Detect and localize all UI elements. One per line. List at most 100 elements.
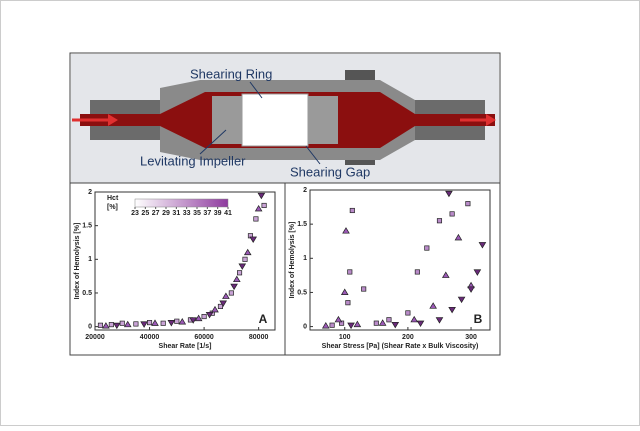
- shearing-ring: [241, 93, 309, 147]
- pointer: [249, 81, 263, 99]
- y-tick-label: 2: [88, 189, 92, 196]
- data-point: [334, 315, 343, 323]
- colorbar-tick-label: 35: [193, 210, 201, 217]
- data-point: [146, 320, 153, 326]
- colorbar-tick-label: 33: [183, 210, 191, 217]
- colorbar-title: Hct: [107, 195, 119, 202]
- panel-letter: B: [474, 312, 483, 326]
- label-shearing-gap: Shearing Gap: [290, 164, 370, 179]
- data-point: [140, 321, 148, 328]
- label-shearing-ring: Shearing Ring: [190, 66, 272, 81]
- outflow-arrowhead: [486, 114, 496, 126]
- x-axis-title: Shear Rate [1/s]: [159, 343, 212, 350]
- data-point: [211, 305, 219, 313]
- y-tick-label: 2: [303, 187, 307, 194]
- data-point: [228, 290, 234, 296]
- data-point: [205, 311, 214, 319]
- colorbar-tick-label: 37: [203, 210, 211, 217]
- data-point: [257, 192, 266, 200]
- data-point: [160, 320, 166, 326]
- data-point: [391, 321, 400, 329]
- data-point: [478, 242, 487, 249]
- data-point: [201, 313, 207, 320]
- colorbar-tick-label: 29: [162, 210, 170, 217]
- data-point: [416, 320, 425, 328]
- data-point: [429, 302, 437, 309]
- data-point: [178, 318, 187, 325]
- colorbar: [134, 198, 229, 208]
- data-point: [436, 218, 443, 224]
- colorbar-tick-label: 27: [152, 210, 160, 217]
- data-point: [217, 303, 224, 309]
- y-tick-label: 1: [303, 255, 307, 262]
- data-point: [254, 204, 263, 212]
- data-point: [97, 322, 104, 328]
- y-tick-label: 0: [303, 323, 307, 330]
- data-point: [113, 322, 121, 330]
- data-point: [445, 190, 453, 198]
- data-point: [238, 263, 247, 270]
- colorbar-tick-label: 41: [224, 210, 232, 217]
- y-tick-label: 1.5: [82, 223, 92, 230]
- label-impeller: Levitating Impeller: [140, 153, 246, 168]
- data-point: [353, 320, 362, 328]
- x-tick-label: 60000: [194, 334, 214, 341]
- data-point: [189, 317, 197, 324]
- data-point: [219, 300, 227, 307]
- data-point: [361, 286, 367, 292]
- x-tick-label: 20000: [85, 334, 105, 341]
- x-tick-label: 100: [339, 334, 351, 341]
- x-tick-label: 80000: [249, 334, 269, 341]
- data-point: [347, 269, 353, 275]
- data-point: [243, 248, 252, 256]
- inflow-arrowhead: [108, 114, 118, 126]
- data-point: [233, 275, 241, 283]
- data-point: [108, 322, 114, 328]
- device-diagram: Shearing Ring Levitating Impeller Sheari…: [71, 54, 499, 183]
- data-point: [373, 320, 379, 326]
- data-point: [435, 317, 444, 324]
- data-point: [102, 322, 110, 329]
- x-tick-label: 200: [402, 334, 414, 341]
- pointer: [305, 145, 321, 165]
- y-tick-label: 1: [88, 256, 92, 263]
- data-point: [222, 292, 230, 299]
- data-point: [194, 314, 203, 322]
- data-point: [405, 310, 411, 316]
- data-point: [167, 320, 176, 327]
- x-tick-label: 300: [465, 334, 477, 341]
- data-point: [449, 211, 455, 217]
- data-point: [329, 322, 335, 328]
- data-point: [448, 306, 456, 314]
- data-point: [457, 296, 466, 304]
- data-point: [174, 318, 180, 324]
- colorbar-tick-label: 23: [131, 210, 139, 217]
- data-point: [454, 233, 463, 241]
- y-tick-label: 0.5: [82, 290, 92, 297]
- data-point: [133, 321, 139, 327]
- data-point: [253, 216, 259, 222]
- data-point: [123, 320, 132, 328]
- colorbar-tick-label: 31: [172, 210, 180, 217]
- data-point: [119, 320, 125, 326]
- data-point: [249, 236, 257, 244]
- data-point: [424, 245, 430, 251]
- data-point: [261, 202, 267, 209]
- impeller: [212, 96, 242, 144]
- data-point: [151, 319, 159, 326]
- y-tick-label: 0.5: [297, 289, 307, 296]
- pointer: [199, 129, 227, 155]
- data-point: [342, 227, 350, 234]
- data-point: [465, 201, 471, 207]
- data-point: [236, 270, 243, 276]
- data-point: [410, 315, 419, 323]
- data-point: [386, 317, 392, 323]
- data-point: [345, 300, 351, 306]
- data-point: [321, 322, 330, 329]
- data-point: [467, 286, 475, 293]
- impeller-side: [308, 96, 338, 144]
- x-axis-title: Shear Stress [Pa] (Shear Rate x Bulk Vis…: [322, 343, 479, 350]
- data-point: [441, 271, 450, 278]
- x-tick-label: 40000: [140, 334, 160, 341]
